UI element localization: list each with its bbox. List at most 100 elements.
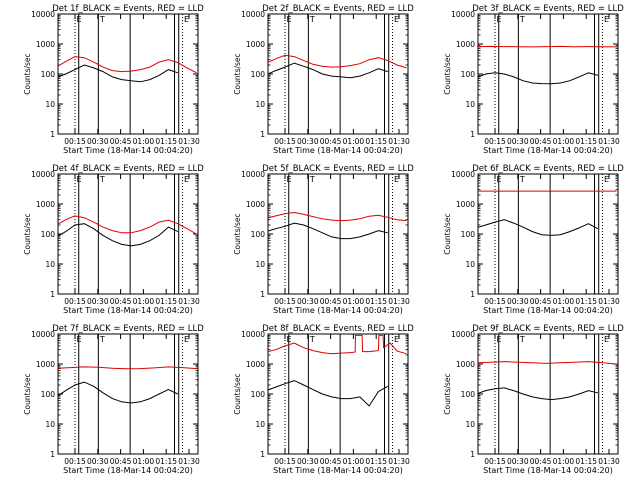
chart-panel-7: Det 7f_BLACK = Events, RED = LLD 1 10 100 10… <box>23 324 204 475</box>
y-tick-label: 10000 <box>31 170 55 179</box>
x-tick-label: 00:15 <box>484 457 506 466</box>
y-tick-label: 10 <box>45 100 55 109</box>
series-red-line <box>478 361 617 365</box>
x-tick-label: 01:30 <box>178 297 200 306</box>
y-tick-label: 1 <box>470 450 475 459</box>
x-tick-label: 01:15 <box>575 457 597 466</box>
chart-panel-1: Det 1f_BLACK = Events, RED = LLD 1 10 100 10… <box>23 4 204 155</box>
x-tick-label: 01:00 <box>133 297 155 306</box>
chart-panel-8: Det 8f_BLACK = Events, RED = LLD 1 10 100 10… <box>233 324 414 475</box>
time-marker-label: E <box>604 15 609 24</box>
y-tick-label: 100 <box>41 230 56 239</box>
x-tick-label: 00:15 <box>274 297 296 306</box>
y-tick-label: 10 <box>255 260 265 269</box>
x-axis-label: Start Time (18-Mar-14 00:04:20) <box>273 466 403 475</box>
chart-panel-9: Det 9f_BLACK = Events, RED = LLD 1 10 100 10… <box>443 324 624 475</box>
series-black-line <box>268 222 388 240</box>
x-tick-label: 00:45 <box>320 137 342 146</box>
y-axis-label: Counts/sec <box>23 213 32 254</box>
x-tick-label: 01:30 <box>388 457 410 466</box>
y-tick-label: 1000 <box>456 360 475 369</box>
x-tick-label: 01:30 <box>598 457 620 466</box>
x-tick-label: 00:15 <box>64 137 86 146</box>
y-tick-label: 100 <box>41 390 56 399</box>
y-tick-label: 1000 <box>246 200 265 209</box>
series-red-line <box>58 366 197 370</box>
x-tick-label: 00:45 <box>110 297 132 306</box>
time-marker-label: E <box>394 175 399 184</box>
y-tick-label: 1000 <box>36 40 55 49</box>
x-tick-label: 00:45 <box>110 137 132 146</box>
x-tick-label: 00:15 <box>484 297 506 306</box>
x-tick-label: 01:15 <box>155 137 177 146</box>
x-tick-label: 01:30 <box>178 137 200 146</box>
x-axis-label: Start Time (18-Mar-14 00:04:20) <box>273 146 403 155</box>
x-tick-label: 00:15 <box>64 457 86 466</box>
time-marker-label: T <box>99 175 105 184</box>
y-axis-label: Counts/sec <box>443 213 452 254</box>
y-tick-label: 1000 <box>456 40 475 49</box>
time-marker-label: E <box>184 335 189 344</box>
chart-title: Det 3f_BLACK = Events, RED = LLD <box>472 4 624 14</box>
x-tick-label: 00:30 <box>87 297 109 306</box>
x-tick-label: 01:15 <box>575 137 597 146</box>
time-marker-label: T <box>99 335 105 344</box>
x-tick-label: 01:00 <box>133 137 155 146</box>
series-black-line <box>58 381 179 404</box>
y-tick-label: 1 <box>50 450 55 459</box>
x-axis-label: Start Time (18-Mar-14 00:04:20) <box>63 466 193 475</box>
x-tick-label: 01:00 <box>343 457 365 466</box>
series-red-line <box>268 54 407 69</box>
series-red-line <box>478 45 617 48</box>
y-tick-label: 10 <box>465 420 475 429</box>
x-axis-label: Start Time (18-Mar-14 00:04:20) <box>63 306 193 315</box>
y-axis-label: Counts/sec <box>233 373 242 414</box>
y-tick-label: 1 <box>260 290 265 299</box>
series-black-line <box>268 380 389 407</box>
chart-title: Det 1f_BLACK = Events, RED = LLD <box>52 4 204 14</box>
x-tick-label: 00:15 <box>64 297 86 306</box>
x-tick-label: 00:15 <box>484 137 506 146</box>
x-axis-label: Start Time (18-Mar-14 00:04:20) <box>483 306 613 315</box>
time-marker-label: T <box>309 335 315 344</box>
y-tick-label: 100 <box>461 390 476 399</box>
y-tick-label: 100 <box>251 390 266 399</box>
chart-panel-5: Det 5f_BLACK = Events, RED = LLD 1 10 100 10… <box>233 164 414 315</box>
y-tick-label: 10000 <box>451 170 475 179</box>
y-tick-label: 10 <box>465 100 475 109</box>
x-tick-label: 00:30 <box>507 297 529 306</box>
x-tick-label: 00:45 <box>320 297 342 306</box>
y-tick-label: 100 <box>251 230 266 239</box>
time-marker-label: T <box>519 15 525 24</box>
y-tick-label: 10 <box>465 260 475 269</box>
series-black-line <box>58 223 179 247</box>
x-tick-label: 00:45 <box>530 297 552 306</box>
time-marker-label: T <box>99 15 105 24</box>
x-tick-label: 01:15 <box>365 137 387 146</box>
time-marker-label: E <box>394 15 399 24</box>
chart-title: Det 9f_BLACK = Events, RED = LLD <box>472 324 624 334</box>
x-tick-label: 00:30 <box>507 457 529 466</box>
y-tick-label: 1 <box>470 130 475 139</box>
x-axis-label: Start Time (18-Mar-14 00:04:20) <box>273 306 403 315</box>
x-tick-label: 01:30 <box>178 457 200 466</box>
x-tick-label: 00:15 <box>274 137 296 146</box>
x-tick-label: 00:45 <box>530 137 552 146</box>
y-axis-label: Counts/sec <box>23 53 32 94</box>
series-red-line <box>58 215 197 235</box>
x-tick-label: 01:00 <box>553 457 575 466</box>
x-axis-label: Start Time (18-Mar-14 00:04:20) <box>483 466 613 475</box>
time-marker-label: E <box>604 175 609 184</box>
x-tick-label: 01:15 <box>365 457 387 466</box>
chart-panel-6: Det 6f_BLACK = Events, RED = LLD 1 10 100 10… <box>443 164 624 315</box>
chart-title: Det 4f_BLACK = Events, RED = LLD <box>52 164 204 174</box>
y-tick-label: 100 <box>251 70 266 79</box>
x-tick-label: 01:00 <box>343 297 365 306</box>
y-tick-label: 100 <box>41 70 56 79</box>
x-tick-label: 00:30 <box>297 297 319 306</box>
y-tick-label: 1000 <box>456 200 475 209</box>
x-tick-label: 00:30 <box>507 137 529 146</box>
y-tick-label: 1 <box>470 290 475 299</box>
time-marker-label: E <box>394 335 399 344</box>
